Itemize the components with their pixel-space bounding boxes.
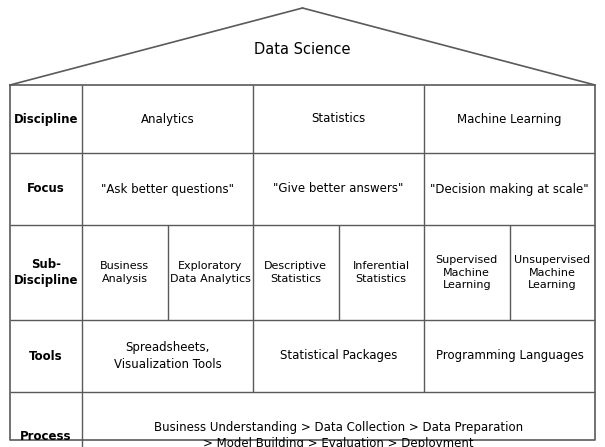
Text: Tools: Tools	[29, 350, 63, 363]
Text: Process: Process	[20, 430, 72, 443]
Text: Data Science: Data Science	[254, 42, 351, 57]
Text: Inferential
Statistics: Inferential Statistics	[353, 261, 410, 284]
Text: Spreadsheets,
Visualization Tools: Spreadsheets, Visualization Tools	[114, 342, 221, 371]
Text: Statistical Packages: Statistical Packages	[280, 350, 397, 363]
Text: Statistics: Statistics	[312, 113, 365, 126]
Text: Programming Languages: Programming Languages	[436, 350, 583, 363]
Text: Supervised
Machine
Learning: Supervised Machine Learning	[436, 255, 498, 290]
Text: Machine Learning: Machine Learning	[457, 113, 562, 126]
Text: Business
Analysis: Business Analysis	[100, 261, 149, 284]
Text: Sub-
Discipline: Sub- Discipline	[14, 258, 78, 287]
Text: Descriptive
Statistics: Descriptive Statistics	[264, 261, 327, 284]
Text: Business Understanding > Data Collection > Data Preparation
> Model Building > E: Business Understanding > Data Collection…	[154, 422, 523, 447]
Text: Focus: Focus	[27, 182, 65, 195]
Text: Discipline: Discipline	[14, 113, 78, 126]
Text: "Ask better questions": "Ask better questions"	[101, 182, 234, 195]
Text: Analytics: Analytics	[140, 113, 194, 126]
Text: "Decision making at scale": "Decision making at scale"	[430, 182, 589, 195]
Text: Unsupervised
Machine
Learning: Unsupervised Machine Learning	[514, 255, 590, 290]
Text: Exploratory
Data Analytics: Exploratory Data Analytics	[170, 261, 250, 284]
Text: "Give better answers": "Give better answers"	[273, 182, 404, 195]
